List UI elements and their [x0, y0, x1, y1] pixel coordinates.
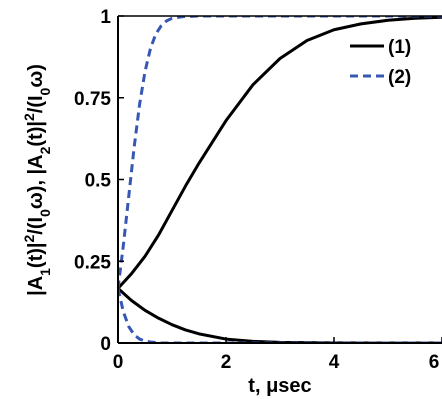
- y-axis-label-part: 0: [37, 87, 53, 95]
- tick-labels: 0 2 4 6 0 0.25 0.5 0.75 1: [74, 7, 439, 373]
- tick-marks: [117, 15, 442, 344]
- x-axis-label: t, μsec: [248, 375, 311, 397]
- legend-label-series-2: (2): [388, 67, 411, 88]
- series-line-1: [118, 16, 442, 290]
- y-axis-label-part: (t)|: [25, 121, 47, 147]
- y-tick-label: 1: [100, 7, 111, 28]
- y-axis-label-part: 2: [37, 146, 53, 154]
- y-axis-label-part: 2: [21, 234, 37, 242]
- y-axis-label-part: /(I: [25, 217, 47, 235]
- y-axis-label-part: /(I: [25, 95, 47, 113]
- y-axis-label-part: ω), |A: [25, 154, 47, 209]
- y-axis-label-part: 2: [21, 113, 37, 121]
- y-tick-label: 0.5: [85, 171, 112, 192]
- y-tick-label: 0.75: [74, 89, 111, 110]
- y-axis-label-part: 0: [37, 209, 53, 217]
- y-axis-label-part: 1: [37, 268, 53, 276]
- y-axis-label-part: |A: [25, 276, 47, 296]
- y-tick-label: 0.25: [74, 252, 111, 273]
- y-axis-label-part: (t)|: [25, 242, 47, 268]
- x-tick-label: 0: [113, 352, 124, 373]
- legend: (1) (2): [350, 37, 411, 88]
- series-line-4: [118, 288, 442, 343]
- y-axis-label: |A1(t)|2/(I0ω), |A2(t)|2/(I0ω): [21, 64, 53, 296]
- x-tick-label: 4: [329, 352, 340, 373]
- series-line-3: [118, 16, 442, 289]
- x-tick-label: 6: [429, 352, 440, 373]
- x-tick-label: 2: [221, 352, 232, 373]
- legend-label-series-1: (1): [388, 37, 411, 58]
- y-tick-label: 0: [100, 334, 111, 355]
- y-axis-label-part: ω): [25, 64, 47, 88]
